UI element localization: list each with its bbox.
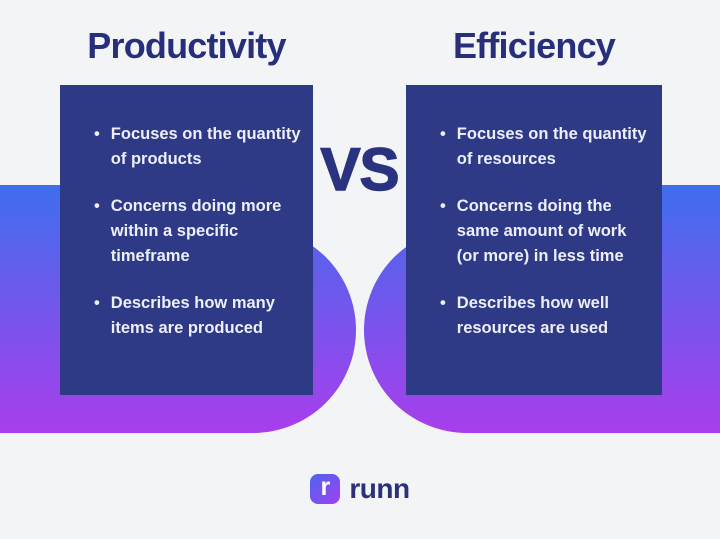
runn-logo: r runn bbox=[0, 471, 720, 507]
productivity-card: Focuses on the quantity of products Conc… bbox=[60, 85, 313, 395]
bullet-text: Describes how well resources are used bbox=[456, 294, 610, 337]
bullet-text: Describes how many items are produced bbox=[110, 294, 275, 337]
runn-logo-letter: r bbox=[320, 472, 331, 501]
efficiency-title: Efficiency bbox=[452, 25, 616, 66]
bullet-item: Describes how well resources are used bbox=[440, 291, 650, 341]
productivity-title: Productivity bbox=[87, 25, 286, 66]
vs-label: VS bbox=[320, 136, 401, 203]
bullet-item: Concerns doing more within a specific ti… bbox=[94, 194, 301, 269]
efficiency-bullet-list: Focuses on the quantity of resources Con… bbox=[406, 85, 662, 341]
bullet-text: Focuses on the quantity of products bbox=[110, 125, 301, 168]
bullet-text: Concerns doing the same amount of work (… bbox=[456, 197, 627, 265]
bullet-text: Concerns doing more within a specific ti… bbox=[110, 197, 282, 265]
bullet-item: Describes how many items are produced bbox=[94, 291, 301, 341]
bullet-item: Focuses on the quantity of resources bbox=[440, 122, 650, 172]
efficiency-card: Focuses on the quantity of resources Con… bbox=[406, 85, 662, 395]
bullet-item: Focuses on the quantity of products bbox=[94, 122, 301, 172]
runn-logo-icon: r bbox=[310, 472, 341, 504]
bullet-item: Concerns doing the same amount of work (… bbox=[440, 194, 650, 269]
productivity-bullet-list: Focuses on the quantity of products Conc… bbox=[60, 85, 313, 341]
runn-wordmark: runn bbox=[349, 473, 410, 504]
bullet-text: Focuses on the quantity of resources bbox=[456, 125, 647, 168]
